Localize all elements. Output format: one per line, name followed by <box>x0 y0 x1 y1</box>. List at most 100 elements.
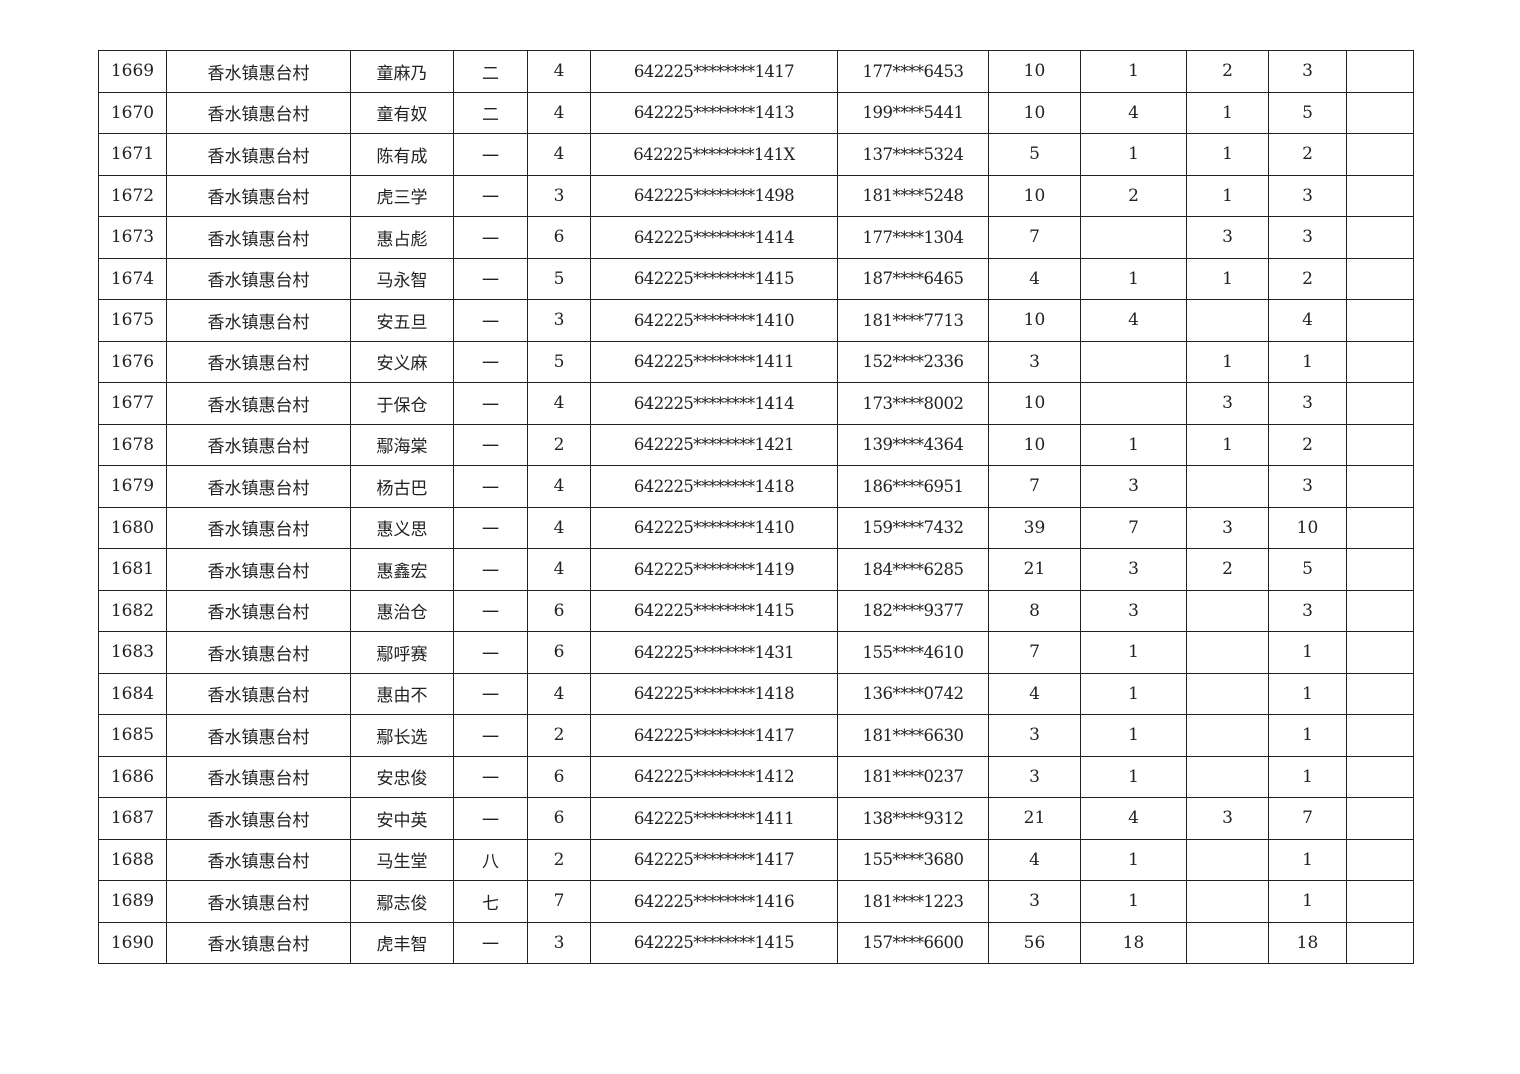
value-cell-1: 3 <box>988 880 1081 923</box>
value-cell-3 <box>1186 714 1269 757</box>
name-cell: 惠鑫宏 <box>350 548 454 591</box>
id-number-cell: 642225********1414 <box>590 216 838 259</box>
id-number-cell: 642225********1418 <box>590 465 838 508</box>
phone-cell: 181****0237 <box>837 755 989 798</box>
id-number-cell: 642225********1416 <box>590 880 838 923</box>
value-cell-3: 2 <box>1186 50 1269 93</box>
value-cell-4: 3 <box>1268 216 1347 259</box>
value-cell-3 <box>1186 880 1269 923</box>
value-cell-2: 1 <box>1080 880 1187 923</box>
value-cell-2: 3 <box>1080 589 1187 632</box>
row-number-cell: 1672 <box>98 174 167 217</box>
row-number-cell: 1678 <box>98 423 167 466</box>
row-number-cell: 1669 <box>98 50 167 93</box>
value-cell-1: 10 <box>988 50 1081 93</box>
table-row: 1675 香水镇惠台村 安五旦一 3 642225********1410 181****… <box>98 299 1414 342</box>
phone-cell: 136****0742 <box>837 672 989 715</box>
household-size-cell: 4 <box>527 50 591 93</box>
value-cell-3: 3 <box>1186 506 1269 549</box>
value-cell-4: 3 <box>1268 589 1347 632</box>
value-cell-3 <box>1186 299 1269 342</box>
value-cell-4: 4 <box>1268 299 1347 342</box>
group-cell: 一 <box>453 174 528 217</box>
phone-cell: 186****6951 <box>837 465 989 508</box>
table-row: 1683 香水镇惠台村 鄢呼赛一 6 642225********1431 155****… <box>98 631 1414 674</box>
remark-cell <box>1346 382 1414 425</box>
value-cell-1: 7 <box>988 631 1081 674</box>
group-cell: 一 <box>453 672 528 715</box>
remark-cell <box>1346 921 1414 964</box>
value-cell-2: 1 <box>1080 714 1187 757</box>
remark-cell <box>1346 465 1414 508</box>
value-cell-1: 56 <box>988 921 1081 964</box>
value-cell-3: 1 <box>1186 91 1269 134</box>
value-cell-4: 5 <box>1268 91 1347 134</box>
id-number-cell: 642225********1417 <box>590 50 838 93</box>
phone-cell: 155****3680 <box>837 838 989 881</box>
value-cell-3: 1 <box>1186 174 1269 217</box>
table-body: 1669 香水镇惠台村 童麻乃二 4 642225********1417 177****… <box>98 50 1414 964</box>
id-number-cell: 642225********1415 <box>590 589 838 632</box>
name-cell: 马生堂 <box>350 838 454 881</box>
name-cell: 惠治仓 <box>350 589 454 632</box>
value-cell-4: 3 <box>1268 50 1347 93</box>
remark-cell <box>1346 340 1414 383</box>
household-size-cell: 2 <box>527 423 591 466</box>
value-cell-3: 1 <box>1186 423 1269 466</box>
value-cell-4: 2 <box>1268 257 1347 300</box>
village-cell: 香水镇惠台村 <box>166 672 351 715</box>
phone-cell: 199****5441 <box>837 91 989 134</box>
household-size-cell: 4 <box>527 506 591 549</box>
name-cell: 马永智 <box>350 257 454 300</box>
value-cell-2: 1 <box>1080 50 1187 93</box>
value-cell-4: 10 <box>1268 506 1347 549</box>
phone-cell: 157****6600 <box>837 921 989 964</box>
value-cell-2: 1 <box>1080 423 1187 466</box>
village-cell: 香水镇惠台村 <box>166 340 351 383</box>
remark-cell <box>1346 631 1414 674</box>
remark-cell <box>1346 174 1414 217</box>
village-cell: 香水镇惠台村 <box>166 921 351 964</box>
value-cell-2: 2 <box>1080 174 1187 217</box>
table-row: 1670 香水镇惠台村 童有奴二 4 642225********1413 199****… <box>98 91 1414 134</box>
row-number-cell: 1674 <box>98 257 167 300</box>
row-number-cell: 1684 <box>98 672 167 715</box>
name-cell: 童有奴 <box>350 91 454 134</box>
name-cell: 鄢长选 <box>350 714 454 757</box>
value-cell-2: 3 <box>1080 465 1187 508</box>
value-cell-4: 3 <box>1268 465 1347 508</box>
household-size-cell: 3 <box>527 299 591 342</box>
group-cell: 一 <box>453 257 528 300</box>
household-size-cell: 4 <box>527 133 591 176</box>
table-row: 1677 香水镇惠台村 于保仓一 4 642225********1414 173****… <box>98 382 1414 425</box>
value-cell-2: 3 <box>1080 548 1187 591</box>
id-number-cell: 642225********1417 <box>590 714 838 757</box>
value-cell-2 <box>1080 382 1187 425</box>
value-cell-4: 2 <box>1268 133 1347 176</box>
name-cell: 于保仓 <box>350 382 454 425</box>
group-cell: 一 <box>453 465 528 508</box>
id-number-cell: 642225********1410 <box>590 299 838 342</box>
id-number-cell: 642225********1415 <box>590 921 838 964</box>
value-cell-2: 1 <box>1080 755 1187 798</box>
value-cell-1: 4 <box>988 257 1081 300</box>
value-cell-2: 4 <box>1080 797 1187 840</box>
name-cell: 安中英 <box>350 797 454 840</box>
value-cell-4: 3 <box>1268 382 1347 425</box>
id-number-cell: 642225********1419 <box>590 548 838 591</box>
value-cell-2: 7 <box>1080 506 1187 549</box>
value-cell-3 <box>1186 465 1269 508</box>
table-row: 1688 香水镇惠台村 马生堂八 2 642225********1417 155****… <box>98 838 1414 881</box>
phone-cell: 182****9377 <box>837 589 989 632</box>
value-cell-1: 4 <box>988 838 1081 881</box>
table-row: 1676 香水镇惠台村 安义麻一 5 642225********1411 152****… <box>98 340 1414 383</box>
household-size-cell: 6 <box>527 631 591 674</box>
group-cell: 一 <box>453 714 528 757</box>
table-row: 1685 香水镇惠台村 鄢长选一 2 642225********1417 181****… <box>98 714 1414 757</box>
name-cell: 鄢呼赛 <box>350 631 454 674</box>
household-size-cell: 5 <box>527 340 591 383</box>
name-cell: 惠占彪 <box>350 216 454 259</box>
table-row: 1673 香水镇惠台村 惠占彪一 6 642225********1414 177****… <box>98 216 1414 259</box>
group-cell: 一 <box>453 133 528 176</box>
id-number-cell: 642225********1412 <box>590 755 838 798</box>
